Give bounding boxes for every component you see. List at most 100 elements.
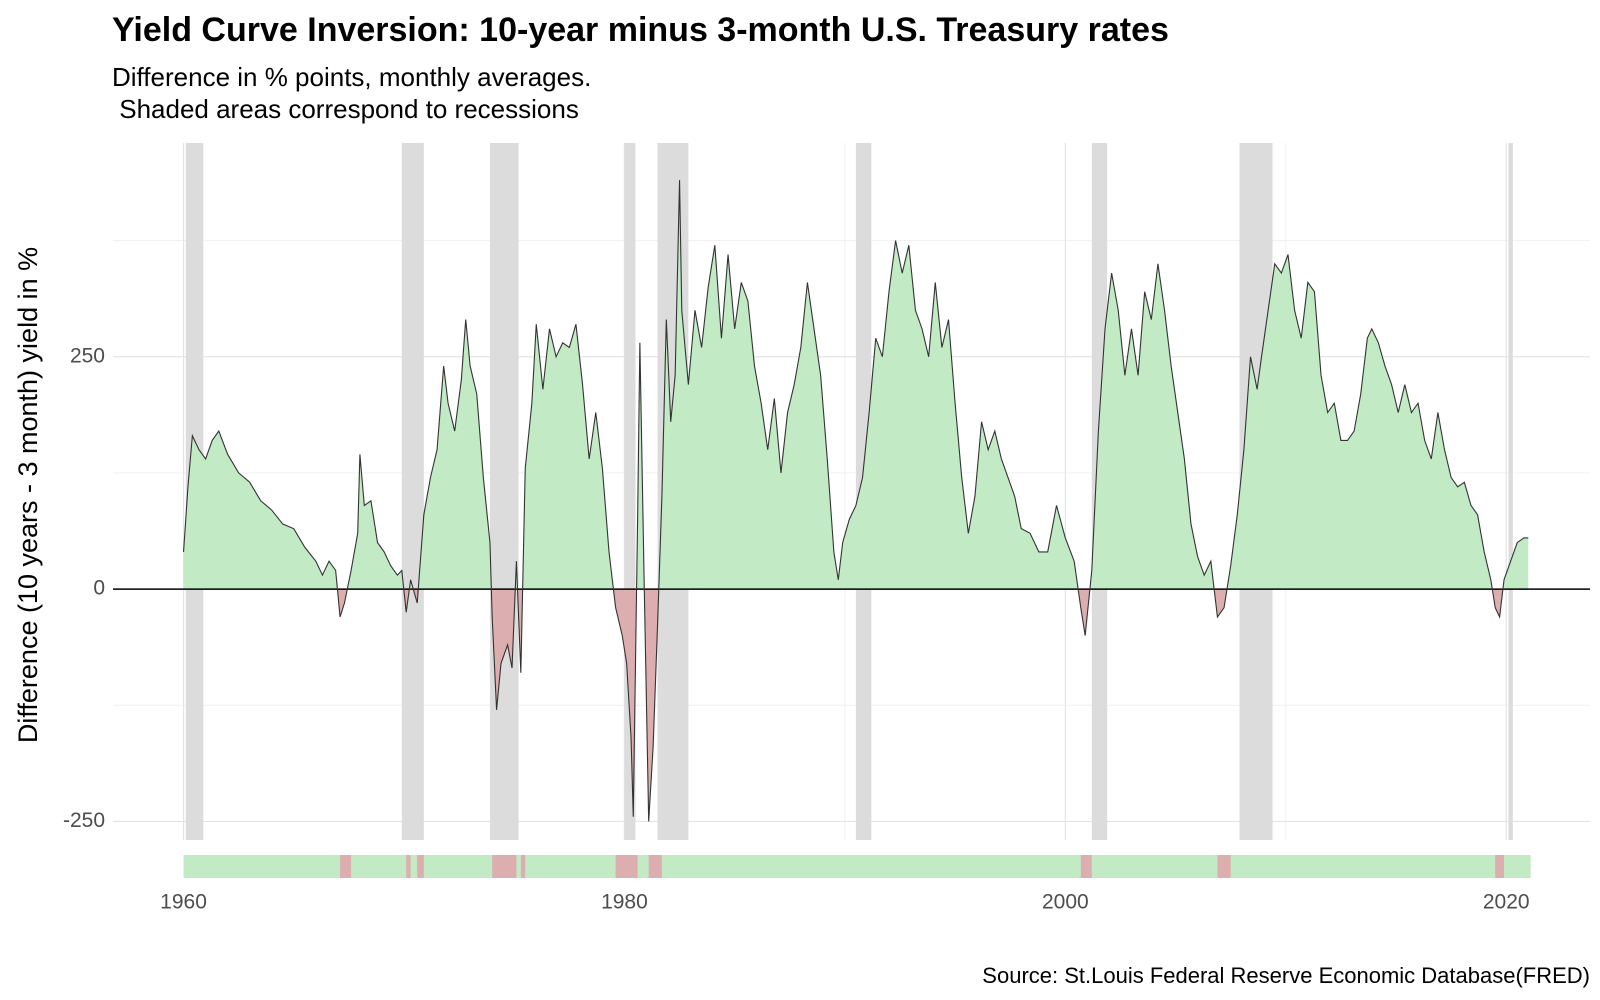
sign-strip-segment [569, 855, 577, 878]
sign-strip-segment [701, 855, 709, 878]
sign-strip-segment [653, 855, 658, 878]
sign-strip-segment [315, 855, 323, 878]
sign-strip-segment [787, 855, 795, 878]
sign-strip-segment [443, 855, 449, 878]
sign-strip-segment [1464, 855, 1472, 878]
sign-strip-segment [1477, 855, 1485, 878]
sign-strip-segment [1190, 855, 1199, 878]
sign-strip-segment [639, 855, 645, 878]
sign-strip-segment [351, 855, 359, 878]
x-tick-label: 2020 [1483, 891, 1530, 914]
x-tick-label: 2000 [1042, 891, 1089, 914]
sign-strip-segment [842, 855, 850, 878]
sign-strip-segment [675, 855, 680, 878]
sign-strip-segment [531, 855, 537, 878]
sign-strip-segment [1281, 855, 1289, 878]
sign-strip-segment [615, 855, 623, 878]
sign-strip-segment [622, 855, 628, 878]
sign-strip-segment [1294, 855, 1302, 878]
sign-strip-segment [1340, 855, 1348, 878]
sign-strip-segment [1470, 855, 1478, 878]
sign-strip-segment [1030, 855, 1040, 878]
sign-strip-segment [322, 855, 330, 878]
sign-strip-segment [648, 855, 654, 878]
sign-strip-segment [708, 855, 716, 878]
sign-strip-segment [800, 855, 808, 878]
sign-strip-segment [1014, 855, 1022, 878]
sign-strip-segment [807, 855, 815, 878]
sign-strip-segment [633, 855, 639, 878]
sign-strip-segment [357, 855, 361, 878]
sign-strip-segment [1378, 855, 1386, 878]
sign-strip-segment [928, 855, 936, 878]
sign-strip-segment [1347, 855, 1355, 878]
sign-strip-segment [981, 855, 989, 878]
sign-strip-segment [1499, 855, 1505, 878]
sign-strip-segment [1504, 855, 1512, 878]
sign-strip-segment [1404, 855, 1412, 878]
sign-strip-segment [406, 855, 412, 878]
sign-strip-segment [988, 855, 996, 878]
positive-area [183, 180, 1529, 590]
sign-strip-segment [437, 855, 445, 878]
sign-strip-segment [1411, 855, 1419, 878]
sign-strip-segment [512, 855, 517, 878]
sign-strip-segment [359, 855, 365, 878]
sign-strip-segment [465, 855, 471, 878]
sign-strip-segment [761, 855, 769, 878]
sign-strip-segment [582, 855, 590, 878]
sign-strip-segment [1091, 855, 1099, 878]
sign-strip-segment [882, 855, 890, 878]
sign-strip-segment [974, 855, 982, 878]
sign-strip-segment [688, 855, 696, 878]
sign-strip-segment [1047, 855, 1057, 878]
sign-strip-segment [492, 855, 497, 878]
sign-strip-segment [1490, 855, 1496, 878]
sign-strip-segment [454, 855, 462, 878]
sign-strip-segment [1451, 855, 1459, 878]
sign-strip-segment [271, 855, 284, 878]
sign-strip-segment [657, 855, 663, 878]
sign-strip-segment [1074, 855, 1082, 878]
sign-strip-segment [1138, 855, 1146, 878]
sign-strip-segment [1384, 855, 1392, 878]
sign-strip-segment [1314, 855, 1322, 878]
sign-strip-segment [767, 855, 775, 878]
sign-strip-segment [1437, 855, 1445, 878]
negative-area [337, 589, 1503, 822]
sign-strip-segment [1144, 855, 1152, 878]
sign-strip-segment [340, 855, 345, 878]
sign-strip-segment [820, 855, 828, 878]
sign-strip-segment [714, 855, 722, 878]
sign-strip-segment [922, 855, 930, 878]
sign-strip-segment [192, 855, 200, 878]
sign-strip-segment [827, 855, 835, 878]
sign-strip-segment [1274, 855, 1282, 878]
sign-strip-segment [483, 855, 491, 878]
sign-strip-segment [370, 855, 378, 878]
sign-strip-segment [1391, 855, 1399, 878]
sign-strip-segment [862, 855, 870, 878]
sign-strip-segment [589, 855, 597, 878]
x-tick-label: 1980 [601, 891, 648, 914]
sign-strip-segment [384, 855, 392, 878]
x-tick-label: 1960 [160, 891, 207, 914]
sign-strip-segment [741, 855, 749, 878]
sign-strip-segment [1111, 855, 1119, 878]
sign-strip-segment [1528, 855, 1531, 878]
subtitle: Difference in % points, monthly averages… [112, 62, 591, 92]
sign-strip-segment [1523, 855, 1529, 878]
sign-strip-segment [1301, 855, 1309, 878]
sign-strip-segment [1307, 855, 1315, 878]
sign-strip-segment [1250, 855, 1258, 878]
sign-strip-segment [1080, 855, 1086, 878]
sign-strip-segment [1230, 855, 1238, 878]
sign-strip-segment [694, 855, 702, 878]
sign-strip-segment [1038, 855, 1049, 878]
sign-strip-segment [542, 855, 550, 878]
sign-strip-segment [1418, 855, 1426, 878]
sign-strip-segment [774, 855, 782, 878]
sign-strip-segment [644, 855, 650, 878]
sign-strip-segment [377, 855, 385, 878]
sign-strip-segment [476, 855, 484, 878]
